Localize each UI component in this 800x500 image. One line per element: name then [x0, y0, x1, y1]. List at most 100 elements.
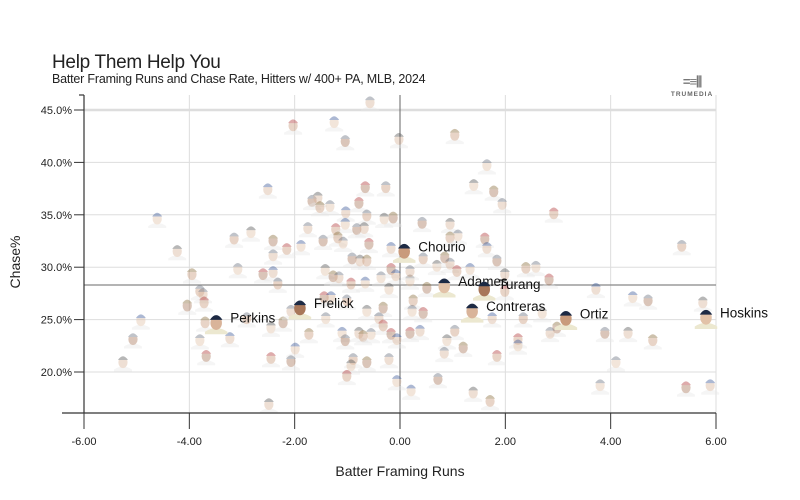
- face-shape: [417, 217, 427, 229]
- hitter-point: [343, 252, 362, 268]
- cap-shape: [481, 242, 492, 246]
- jersey-shape: [432, 291, 456, 298]
- face-shape: [338, 237, 348, 249]
- cap-shape: [481, 159, 492, 163]
- cap-shape: [449, 128, 460, 133]
- cap-shape: [499, 268, 510, 272]
- cap-shape: [697, 296, 708, 301]
- hitter-point: [286, 342, 305, 358]
- y-tick-label: 25.0%: [41, 315, 72, 327]
- cap-shape: [378, 319, 389, 324]
- jersey-shape: [487, 360, 506, 366]
- hitter-point: [357, 356, 376, 372]
- cap-shape: [361, 209, 372, 214]
- face-shape: [266, 352, 276, 364]
- cap-shape: [353, 196, 364, 201]
- jersey-shape: [337, 380, 356, 386]
- hitter-point: [619, 326, 638, 343]
- cap-shape: [530, 260, 541, 265]
- cap-shape: [366, 327, 377, 332]
- jersey-shape: [264, 259, 283, 265]
- face-shape: [328, 270, 338, 283]
- hitter-point: [190, 334, 209, 350]
- hitter-point: [337, 294, 356, 310]
- face-shape: [374, 312, 384, 325]
- hitter-point: [194, 288, 213, 304]
- hitter-point: [356, 181, 375, 197]
- jersey-shape: [414, 262, 433, 268]
- cap-shape: [340, 135, 351, 139]
- jersey-shape: [461, 273, 480, 279]
- hitter-point: [639, 294, 658, 310]
- face-shape: [442, 334, 452, 347]
- cap-shape: [383, 282, 394, 287]
- cap-shape: [337, 326, 348, 331]
- jersey-shape: [701, 389, 720, 395]
- jersey-shape: [355, 232, 374, 238]
- face-shape: [200, 317, 210, 329]
- jersey-shape: [168, 255, 187, 261]
- face-shape: [623, 327, 633, 339]
- jersey-shape: [508, 343, 527, 349]
- jersey-shape: [354, 340, 373, 346]
- face-shape: [360, 277, 370, 289]
- x-tick-label: 2.00: [495, 436, 516, 448]
- face-shape: [172, 245, 182, 258]
- jersey-shape: [261, 331, 280, 337]
- cap-shape: [487, 312, 498, 317]
- cap-shape: [194, 285, 205, 289]
- face-shape: [128, 333, 138, 346]
- cap-shape: [545, 326, 556, 331]
- y-tick-label: 35.0%: [41, 210, 72, 222]
- jersey-shape: [259, 408, 278, 414]
- jersey-shape: [435, 261, 454, 267]
- cap-shape: [378, 301, 389, 306]
- hitter-point: [349, 326, 368, 343]
- hitter-point: [261, 321, 280, 337]
- jersey-shape: [591, 389, 610, 395]
- hitter-label: Frelick: [314, 296, 354, 311]
- cap-shape: [610, 356, 621, 361]
- jersey-shape: [639, 304, 658, 310]
- jersey-shape: [386, 279, 405, 285]
- jersey-shape: [541, 337, 560, 343]
- face-shape: [296, 240, 306, 252]
- cap-shape: [406, 384, 417, 389]
- x-tick-label: 6.00: [705, 436, 726, 448]
- hitter-label: Contreras: [486, 299, 546, 314]
- y-tick-label: 40.0%: [41, 157, 72, 169]
- hitter-point: [514, 312, 533, 328]
- face-shape: [394, 133, 404, 145]
- hitter-point: [342, 359, 361, 375]
- hitter-point: [484, 185, 503, 201]
- face-shape: [264, 398, 274, 411]
- face-shape: [408, 295, 418, 307]
- jersey-shape: [477, 169, 496, 175]
- jersey-shape: [676, 391, 695, 397]
- face-shape: [364, 238, 374, 250]
- cap-shape: [293, 300, 307, 306]
- face-shape: [611, 356, 621, 369]
- face-shape: [333, 232, 343, 244]
- hitter-label: Chourio: [418, 239, 465, 254]
- hitter-point: [401, 274, 420, 290]
- jersey-shape: [374, 329, 393, 335]
- jersey-shape: [544, 217, 563, 223]
- face-shape: [450, 325, 460, 337]
- jersey-shape: [324, 280, 343, 286]
- jersey-shape: [379, 363, 398, 369]
- face-shape: [468, 387, 478, 399]
- hitter-point: [495, 268, 514, 284]
- jersey-shape: [316, 322, 335, 328]
- face-shape: [320, 264, 330, 276]
- cap-shape: [285, 355, 296, 359]
- face-shape: [307, 195, 317, 207]
- cap-shape: [199, 296, 210, 301]
- face-shape: [303, 222, 313, 234]
- jersey-shape: [328, 241, 347, 247]
- hitter-point: [493, 198, 512, 214]
- face-shape: [187, 268, 197, 281]
- jersey-shape: [333, 337, 352, 343]
- jersey-shape: [342, 287, 361, 293]
- cap-shape: [307, 194, 318, 199]
